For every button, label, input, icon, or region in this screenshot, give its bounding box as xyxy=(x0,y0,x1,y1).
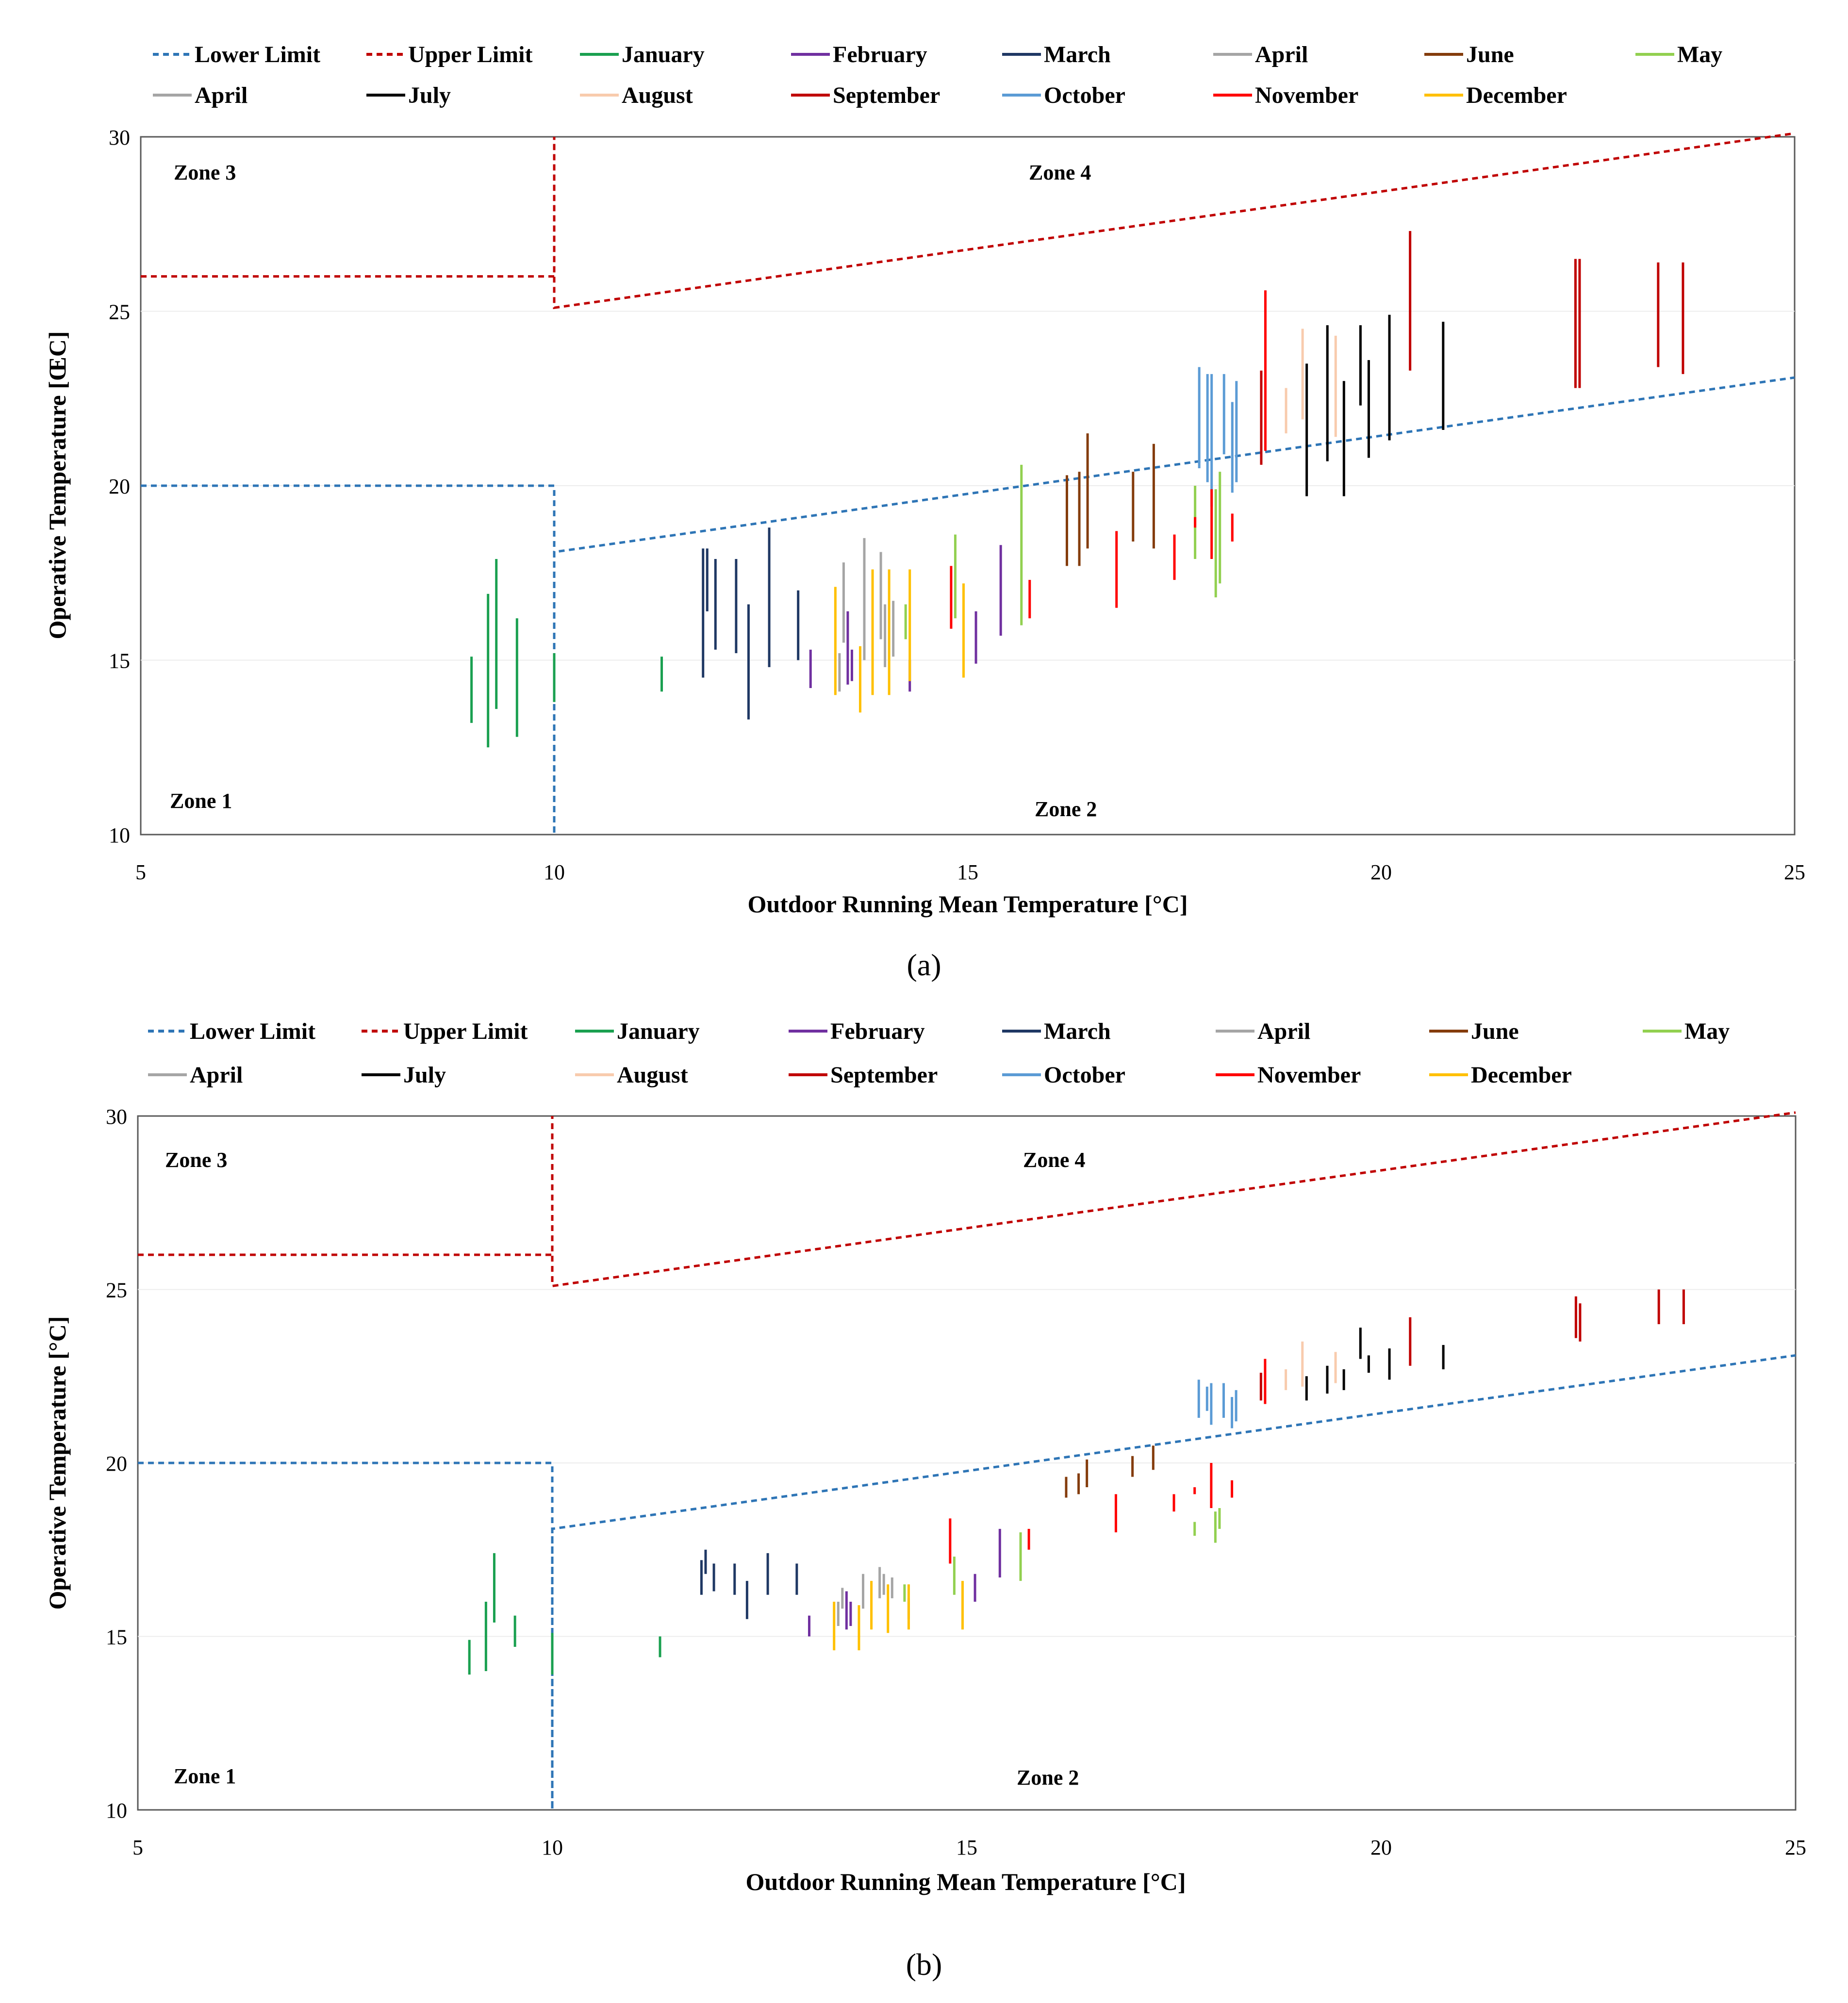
legend-label: December xyxy=(1466,82,1567,108)
x-tick-label: 5 xyxy=(135,860,146,884)
y-axis-title: Operative Temperature [°C] xyxy=(44,1316,71,1609)
legend-label: October xyxy=(1044,1062,1125,1088)
legend-label: June xyxy=(1466,42,1514,67)
y-tick-label: 20 xyxy=(109,475,130,498)
zone-2-label: Zone 2 xyxy=(1035,797,1097,821)
zone-4-label: Zone 4 xyxy=(1029,161,1091,184)
legend-label: August xyxy=(622,82,693,108)
legend-label: October xyxy=(1044,82,1125,108)
legend-label: Upper Limit xyxy=(403,1018,528,1044)
legend-label: Upper Limit xyxy=(408,42,532,67)
legend-label: April xyxy=(190,1062,243,1088)
zone-4-label: Zone 4 xyxy=(1023,1148,1085,1172)
x-tick-label: 25 xyxy=(1784,860,1805,884)
legend-label: March xyxy=(1044,1018,1111,1044)
x-tick-label: 5 xyxy=(132,1836,143,1859)
legend-label: April xyxy=(1255,42,1308,67)
zone-2-label: Zone 2 xyxy=(1017,1766,1079,1790)
zone-1-label: Zone 1 xyxy=(170,789,232,813)
legend-label: August xyxy=(617,1062,688,1088)
legend-label: February xyxy=(833,42,927,67)
panel-caption-a: (a) xyxy=(907,948,941,982)
legend-label: July xyxy=(403,1062,446,1088)
y-tick-label: 25 xyxy=(106,1279,127,1302)
lower-limit-line xyxy=(138,1354,1796,1810)
y-tick-label: 10 xyxy=(109,823,130,847)
legend-label: January xyxy=(622,42,705,67)
legend-label: September xyxy=(833,82,940,108)
zone-1-label: Zone 1 xyxy=(174,1764,236,1788)
x-axis-title: Outdoor Running Mean Temperature [°C] xyxy=(747,890,1188,918)
legend-label: April xyxy=(1257,1018,1310,1044)
legend-label: July xyxy=(408,82,451,108)
x-tick-label: 15 xyxy=(956,1836,977,1859)
y-tick-label: 20 xyxy=(106,1452,127,1476)
legend-label: November xyxy=(1255,82,1358,108)
x-tick-label: 15 xyxy=(957,860,978,884)
legend-label: Lower Limit xyxy=(195,42,320,67)
x-tick-label: 10 xyxy=(542,1836,563,1859)
y-tick-label: 30 xyxy=(106,1105,127,1129)
legend-label: January xyxy=(617,1018,700,1044)
legend-label: March xyxy=(1044,42,1111,67)
x-tick-label: 20 xyxy=(1370,860,1392,884)
zone-3-label: Zone 3 xyxy=(174,161,236,184)
y-tick-label: 10 xyxy=(106,1799,127,1822)
legend-label: February xyxy=(830,1018,925,1044)
legend-label: November xyxy=(1257,1062,1361,1088)
y-tick-label: 15 xyxy=(109,649,130,673)
legend-label: June xyxy=(1471,1018,1519,1044)
x-tick-label: 25 xyxy=(1785,1836,1806,1859)
zone-3-label: Zone 3 xyxy=(165,1148,227,1172)
y-tick-label: 15 xyxy=(106,1625,127,1649)
y-axis-title: Operative Temperature [ŒC] xyxy=(44,331,71,639)
y-tick-label: 25 xyxy=(109,300,130,324)
y-tick-label: 30 xyxy=(109,126,130,149)
legend-label: May xyxy=(1677,42,1722,67)
legend-label: May xyxy=(1684,1018,1730,1044)
x-axis-title: Outdoor Running Mean Temperature [°C] xyxy=(745,1868,1186,1895)
legend-label: Lower Limit xyxy=(190,1018,315,1044)
legend-label: December xyxy=(1471,1062,1572,1088)
upper-limit-line xyxy=(141,132,1795,310)
x-tick-label: 10 xyxy=(544,860,565,884)
upper-limit-line xyxy=(138,1111,1796,1288)
x-tick-label: 20 xyxy=(1370,1836,1392,1859)
lower-limit-line xyxy=(141,376,1795,835)
legend-label: April xyxy=(195,82,248,108)
panel-caption-b: (b) xyxy=(906,1947,942,1982)
legend-label: September xyxy=(830,1062,938,1088)
